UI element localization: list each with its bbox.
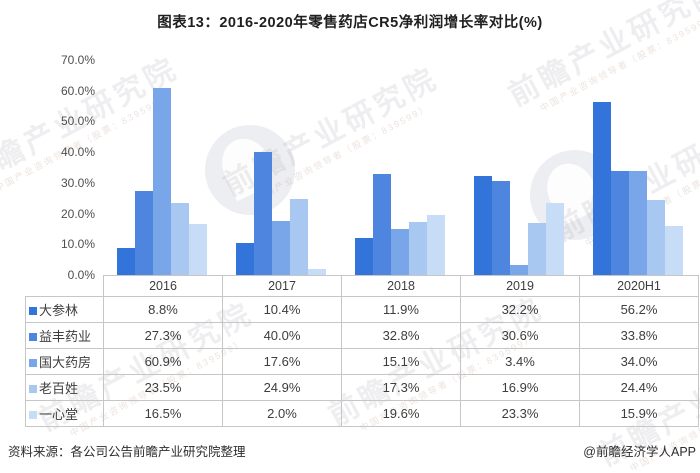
legend-cell-一心堂: 一心堂 <box>25 400 104 427</box>
y-tick-label: 10.0% <box>60 237 95 252</box>
year-header-2018: 2018 <box>341 275 461 297</box>
value-cell-大参林-2017: 10.4% <box>222 296 342 323</box>
value-cell-益丰药业-2018: 32.8% <box>341 322 461 349</box>
legend-cell-大参林: 大参林 <box>25 296 104 323</box>
value-cell-一心堂-2020H1: 15.9% <box>579 400 699 427</box>
chart-title: 图表13：2016-2020年零售药店CR5净利润增长率对比(%) <box>157 15 543 31</box>
table-row-一心堂: 一心堂 16.5% 2.0% 19.6% 23.3% 15.9% <box>25 400 699 427</box>
value-cell-老百姓-2020H1: 24.4% <box>579 374 699 401</box>
bar-大参林-2019 <box>473 176 492 275</box>
value-cell-大参林-2016: 8.8% <box>103 296 223 323</box>
year-header-2017: 2017 <box>222 275 342 297</box>
value-cell-国大药房-2019: 3.4% <box>460 348 580 375</box>
table-row-老百姓: 老百姓 23.5% 24.9% 17.3% 16.9% 24.4% <box>25 374 699 401</box>
bar-国大药房-2020H1 <box>628 171 647 275</box>
value-cell-国大药房-2017: 17.6% <box>222 348 342 375</box>
bar-group-2016 <box>103 60 222 275</box>
value-cell-益丰药业-2017: 40.0% <box>222 322 342 349</box>
value-cell-益丰药业-2020H1: 33.8% <box>579 322 699 349</box>
source-note: 资料来源：各公司公告前瞻产业研究院整理 <box>8 445 246 459</box>
bar-大参林-2017 <box>236 243 255 275</box>
table-row-大参林: 大参林 8.8% 10.4% 11.9% 32.2% 56.2% <box>25 296 699 323</box>
value-cell-一心堂-2019: 23.3% <box>460 400 580 427</box>
bar-大参林-2018 <box>354 238 373 275</box>
y-tick-label: 40.0% <box>60 145 95 160</box>
value-cell-大参林-2020H1: 56.2% <box>579 296 699 323</box>
bar-一心堂-2018 <box>426 215 445 275</box>
value-cell-国大药房-2020H1: 34.0% <box>579 348 699 375</box>
value-cell-一心堂-2017: 2.0% <box>222 400 342 427</box>
y-tick-label: 20.0% <box>60 206 95 221</box>
bar-老百姓-2019 <box>527 223 546 275</box>
table-row-国大药房: 国大药房 60.9% 17.6% 15.1% 3.4% 34.0% <box>25 348 699 375</box>
bar-益丰药业-2018 <box>372 174 391 275</box>
bar-group-2019 <box>459 60 578 275</box>
table-corner-cell <box>26 276 104 297</box>
value-cell-老百姓-2019: 16.9% <box>460 374 580 401</box>
year-header-2019: 2019 <box>460 275 580 297</box>
value-cell-益丰药业-2016: 27.3% <box>103 322 223 349</box>
legend-cell-益丰药业: 益丰药业 <box>25 322 104 349</box>
bar-老百姓-2017 <box>290 199 309 275</box>
bar-一心堂-2019 <box>545 203 564 275</box>
bar-国大药房-2019 <box>509 265 528 275</box>
value-cell-老百姓-2017: 24.9% <box>222 374 342 401</box>
data-table: 2016 2017 2018 2019 2020H1 大参林 8.8% 10.4% 11.9%… <box>25 275 699 427</box>
value-cell-一心堂-2016: 16.5% <box>103 400 223 427</box>
year-header-2016: 2016 <box>103 275 223 297</box>
value-cell-大参林-2018: 11.9% <box>341 296 461 323</box>
legend-cell-老百姓: 老百姓 <box>25 374 104 401</box>
y-axis: 70.0% 60.0% 50.0% 40.0% 30.0% 20.0% 10.0% 0.0% <box>0 53 95 282</box>
legend-marker-icon <box>29 385 37 393</box>
y-tick-label: 50.0% <box>60 114 95 129</box>
legend-marker-icon <box>29 307 37 315</box>
legend-marker-icon <box>29 333 37 341</box>
value-cell-国大药房-2016: 60.9% <box>103 348 223 375</box>
bar-一心堂-2017 <box>308 269 327 275</box>
table-row-益丰药业: 益丰药业 27.3% 40.0% 32.8% 30.6% 33.8% <box>25 322 699 349</box>
bar-group-2020H1 <box>578 60 697 275</box>
y-tick-label: 0.0% <box>67 268 95 282</box>
value-cell-国大药房-2018: 15.1% <box>341 348 461 375</box>
bar-老百姓-2018 <box>408 222 427 275</box>
value-cell-老百姓-2018: 17.3% <box>341 374 461 401</box>
table-header: 2016 2017 2018 2019 2020H1 <box>26 275 699 297</box>
bar-国大药房-2016 <box>153 88 172 275</box>
bar-国大药房-2018 <box>390 229 409 275</box>
y-tick-label: 60.0% <box>60 83 95 98</box>
value-cell-大参林-2019: 32.2% <box>460 296 580 323</box>
value-cell-一心堂-2018: 19.6% <box>341 400 461 427</box>
year-header-2020H1: 2020H1 <box>579 275 699 297</box>
bar-益丰药业-2016 <box>135 191 154 275</box>
value-cell-老百姓-2016: 23.5% <box>103 374 223 401</box>
plot-area <box>103 60 697 275</box>
bar-老百姓-2016 <box>171 203 190 275</box>
bar-国大药房-2017 <box>272 221 291 275</box>
bar-一心堂-2020H1 <box>664 226 683 275</box>
bar-益丰药业-2019 <box>491 181 510 275</box>
y-tick-label: 70.0% <box>60 53 95 67</box>
bar-group-2017 <box>222 60 341 275</box>
legend-marker-icon <box>29 411 37 419</box>
footer: 资料来源：各公司公告前瞻产业研究院整理 @前瞻经济学人APP <box>8 441 696 460</box>
bar-一心堂-2016 <box>189 224 208 275</box>
legend-marker-icon <box>29 359 37 367</box>
table-header-row: 2016 2017 2018 2019 2020H1 <box>26 275 699 297</box>
y-tick-label: 30.0% <box>60 175 95 190</box>
bar-老百姓-2020H1 <box>646 200 665 275</box>
value-cell-益丰药业-2019: 30.6% <box>460 322 580 349</box>
bar-大参林-2016 <box>117 248 136 275</box>
bar-大参林-2020H1 <box>592 102 611 275</box>
legend-cell-国大药房: 国大药房 <box>25 348 104 375</box>
bar-益丰药业-2017 <box>254 152 273 275</box>
bar-group-2018 <box>341 60 460 275</box>
bar-益丰药业-2020H1 <box>610 171 629 275</box>
credit-note: @前瞻经济学人APP <box>583 445 696 459</box>
table-body: 大参林 8.8% 10.4% 11.9% 32.2% 56.2% 益丰药业 27.3% 40.0… <box>25 296 699 427</box>
